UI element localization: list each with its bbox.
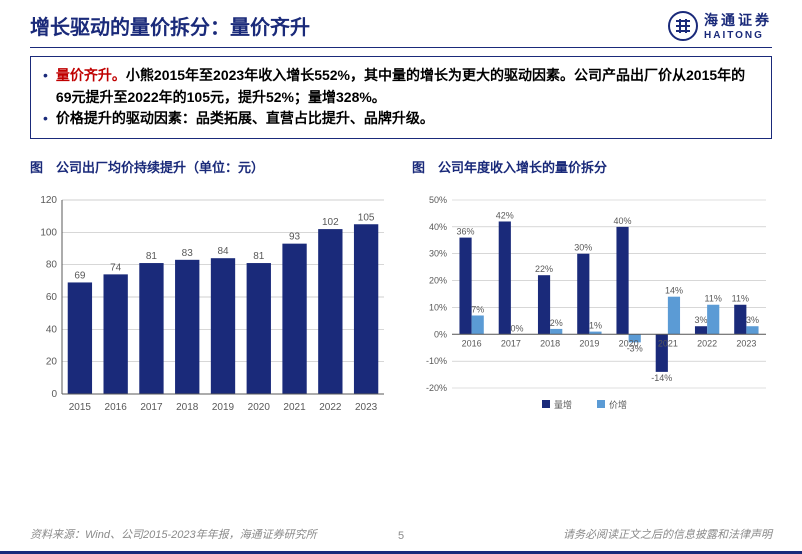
svg-text:0%: 0% xyxy=(434,329,447,339)
svg-text:2016: 2016 xyxy=(105,402,128,413)
charts-row: 图 公司出厂均价持续提升（单位：元） 0 20 40 60 80 100 120 69 2015… xyxy=(30,157,772,416)
svg-text:0: 0 xyxy=(51,389,57,400)
svg-text:81: 81 xyxy=(253,251,265,262)
logo-icon xyxy=(668,11,698,41)
svg-text:-20%: -20% xyxy=(426,383,447,393)
svg-text:2021: 2021 xyxy=(283,402,306,413)
svg-text:50%: 50% xyxy=(429,195,447,205)
svg-text:2023: 2023 xyxy=(736,338,756,348)
svg-text:2022: 2022 xyxy=(319,402,342,413)
svg-text:2019: 2019 xyxy=(579,338,599,348)
slide: 增长驱动的量价拆分：量价齐升 海通证券 HAITONG • 量价齐升。小熊201 xyxy=(0,0,802,554)
bullet-1-rest: 小熊2015年至2023年收入增长552%，其中量的增长为更大的驱动因素。公司产… xyxy=(56,67,745,105)
footer-disclaimer: 请务必阅读正文之后的信息披露和法律声明 xyxy=(563,526,772,542)
svg-text:2021: 2021 xyxy=(658,338,678,348)
svg-text:40%: 40% xyxy=(614,216,632,226)
svg-text:60: 60 xyxy=(46,292,58,303)
svg-text:2018: 2018 xyxy=(176,402,199,413)
svg-text:量增: 量增 xyxy=(554,399,572,410)
svg-text:102: 102 xyxy=(322,217,339,228)
svg-text:81: 81 xyxy=(146,251,158,262)
svg-text:93: 93 xyxy=(289,232,301,243)
brand-logo: 海通证券 HAITONG xyxy=(668,10,772,41)
chart2-column: 图 公司年度收入增长的量价拆分 -20% -10% 0% 10% 20% 30% 40% 50… xyxy=(412,157,772,416)
svg-text:-10%: -10% xyxy=(426,356,447,366)
svg-text:20%: 20% xyxy=(429,276,447,286)
svg-text:80: 80 xyxy=(46,260,58,271)
svg-text:2017: 2017 xyxy=(140,402,163,413)
svg-text:2020: 2020 xyxy=(248,402,271,413)
slide-header: 增长驱动的量价拆分：量价齐升 海通证券 HAITONG xyxy=(30,10,772,48)
svg-text:120: 120 xyxy=(40,195,57,206)
svg-text:105: 105 xyxy=(358,212,375,223)
bullet-1-text: 量价齐升。小熊2015年至2023年收入增长552%，其中量的增长为更大的驱动因… xyxy=(56,65,759,108)
bullet-2: • 价格提升的驱动因素：品类拓展、直营占比提升、品牌升级。 xyxy=(43,108,759,130)
svg-text:价增: 价增 xyxy=(609,399,627,410)
page-number: 5 xyxy=(398,530,404,542)
bullet-dot-icon: • xyxy=(43,65,48,108)
svg-text:100: 100 xyxy=(40,227,57,238)
bullet-1: • 量价齐升。小熊2015年至2023年收入增长552%，其中量的增长为更大的驱… xyxy=(43,65,759,108)
svg-text:36%: 36% xyxy=(457,227,475,237)
svg-text:40%: 40% xyxy=(429,222,447,232)
bullet-box: • 量价齐升。小熊2015年至2023年收入增长552%，其中量的增长为更大的驱… xyxy=(30,56,772,139)
svg-text:11%: 11% xyxy=(705,294,722,304)
svg-text:2%: 2% xyxy=(550,318,563,328)
footer-source: 资料来源：Wind、公司2015-2023年年报，海通证券研究所 xyxy=(30,526,317,542)
svg-text:14%: 14% xyxy=(665,286,683,296)
chart1-bar: 0 20 40 60 80 100 120 69 2015 74 2016 81 2017 83 2018 8… xyxy=(30,186,390,416)
svg-text:69: 69 xyxy=(74,271,86,282)
svg-text:1%: 1% xyxy=(589,321,602,331)
chart1-column: 图 公司出厂均价持续提升（单位：元） 0 20 40 60 80 100 120 69 2015… xyxy=(30,157,390,416)
svg-text:20: 20 xyxy=(46,357,58,368)
svg-text:2023: 2023 xyxy=(355,402,378,413)
svg-text:-14%: -14% xyxy=(651,373,672,383)
svg-text:10%: 10% xyxy=(429,302,447,312)
svg-text:2020: 2020 xyxy=(619,338,639,348)
bullet-dot-icon: • xyxy=(43,108,48,130)
chart2-title: 图 公司年度收入增长的量价拆分 xyxy=(412,157,772,176)
svg-text:84: 84 xyxy=(217,246,229,257)
svg-text:83: 83 xyxy=(182,248,194,259)
svg-text:2019: 2019 xyxy=(212,402,235,413)
svg-text:2017: 2017 xyxy=(501,338,521,348)
svg-text:2018: 2018 xyxy=(540,338,560,348)
svg-text:2016: 2016 xyxy=(462,338,482,348)
svg-text:22%: 22% xyxy=(535,264,553,274)
logo-text: 海通证券 HAITONG xyxy=(704,10,772,41)
bullet-1-highlight: 量价齐升。 xyxy=(56,67,126,83)
logo-cn: 海通证券 xyxy=(704,10,772,30)
svg-text:30%: 30% xyxy=(574,243,592,253)
slide-title: 增长驱动的量价拆分：量价齐升 xyxy=(30,11,310,40)
svg-text:30%: 30% xyxy=(429,249,447,259)
svg-text:3%: 3% xyxy=(746,315,759,325)
svg-text:74: 74 xyxy=(110,262,122,273)
chart1-title: 图 公司出厂均价持续提升（单位：元） xyxy=(30,157,390,176)
svg-text:2015: 2015 xyxy=(69,402,92,413)
chart2-grouped-bar: -20% -10% 0% 10% 20% 30% 40% 50% 36% 7% 2016 42% 0% 2… xyxy=(412,186,772,416)
svg-text:11%: 11% xyxy=(732,294,749,304)
bullet-2-text: 价格提升的驱动因素：品类拓展、直营占比提升、品牌升级。 xyxy=(56,108,434,130)
svg-text:42%: 42% xyxy=(496,211,514,221)
svg-text:7%: 7% xyxy=(471,305,484,315)
svg-text:0%: 0% xyxy=(510,323,523,333)
svg-text:2022: 2022 xyxy=(697,338,717,348)
svg-text:40: 40 xyxy=(46,324,58,335)
svg-text:3%: 3% xyxy=(695,315,708,325)
logo-en: HAITONG xyxy=(704,30,772,41)
